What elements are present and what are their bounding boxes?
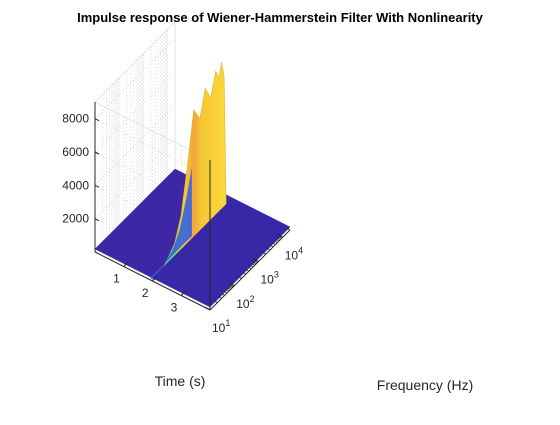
- x-minor-tick: [249, 264, 254, 268]
- x-axis-label: Frequency (Hz): [377, 377, 473, 393]
- z-tick-mark: [94, 118, 100, 122]
- z-tick-label: 4000: [62, 178, 89, 192]
- y-tick-mark: [123, 262, 129, 267]
- x-tick-label: 101: [212, 318, 230, 335]
- surface-floor-front: [152, 197, 291, 308]
- x-minor-tick: [227, 287, 231, 290]
- x-minor-tick: [221, 293, 225, 296]
- axes: 2000 4000 6000 8000 1 2 3 101 102 103 104: [62, 102, 303, 335]
- x-minor-tick: [262, 251, 266, 255]
- x-minor-tick: [251, 262, 255, 266]
- x-minor-tick: [255, 259, 259, 262]
- x-minor-tick: [252, 261, 257, 265]
- surface-ridge-shadow: [150, 167, 192, 280]
- x-minor-tick: [218, 296, 222, 299]
- x-tick-label: 104: [285, 245, 303, 262]
- z-tick-mark: [94, 151, 100, 155]
- z-tick-label: 6000: [62, 145, 89, 159]
- z-tick-mark: [94, 184, 100, 188]
- z-gridline: [94, 38, 211, 178]
- x-minor-tick: [286, 227, 291, 231]
- x-minor-tick: [245, 268, 250, 272]
- z-tick-label: 2000: [62, 212, 89, 226]
- y-tick-label: 2: [142, 286, 149, 300]
- x-minor-tick: [229, 284, 234, 288]
- z-tick-mark: [94, 218, 100, 222]
- y-tick-label: 1: [113, 272, 120, 286]
- x-minor-tick: [266, 247, 271, 251]
- x-tick-label: 102: [236, 294, 254, 311]
- x-minor-tick: [279, 234, 283, 238]
- y-tick-label: 3: [171, 301, 178, 315]
- x-minor-tick: [272, 242, 276, 245]
- x-minor-tick: [206, 307, 211, 311]
- y-tick-mark: [152, 276, 157, 282]
- x-minor-tick: [214, 300, 218, 304]
- box-edge: [94, 21, 176, 103]
- x-minor-tick: [228, 285, 233, 289]
- chart-title: Impulse response of Wiener-Hammerstein F…: [77, 10, 483, 25]
- y-tick-mark: [180, 291, 186, 296]
- x-minor-tick: [277, 237, 281, 240]
- x-minor-tick: [254, 260, 258, 263]
- surface: [94, 61, 291, 308]
- x-minor-tick: [242, 271, 247, 275]
- x-minor-tick: [274, 240, 278, 244]
- x-tick-label: 103: [260, 270, 278, 287]
- x-minor-tick: [223, 290, 228, 294]
- x-minor-tick: [269, 244, 274, 248]
- y-axis-label: Time (s): [155, 373, 206, 389]
- x-minor-tick: [275, 238, 280, 242]
- x-minor-tick: [225, 288, 230, 292]
- x-axis-line: [209, 229, 291, 311]
- x-minor-tick: [238, 276, 242, 279]
- x-minor-tick: [247, 266, 252, 270]
- z-tick-label: 8000: [62, 112, 89, 126]
- x-minor-tick: [278, 236, 282, 239]
- x-minor-tick: [231, 283, 235, 287]
